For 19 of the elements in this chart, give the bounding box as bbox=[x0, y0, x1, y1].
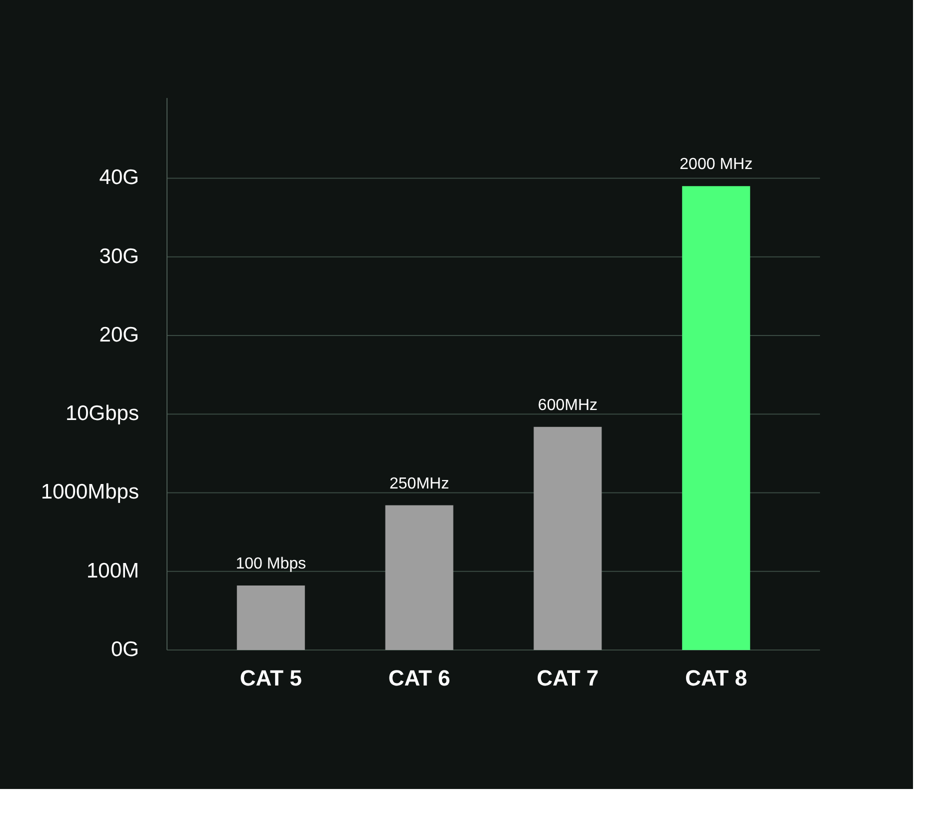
bar bbox=[236, 586, 305, 650]
x-tick-label: CAT 7 bbox=[536, 666, 599, 690]
bar bbox=[682, 186, 750, 650]
text: 30G bbox=[99, 244, 139, 268]
annotation: 250MHz bbox=[390, 475, 450, 492]
bar bbox=[534, 426, 602, 650]
x-tick-label: CAT 8 bbox=[685, 666, 748, 690]
text: 20G bbox=[99, 324, 139, 346]
text: 0G bbox=[110, 638, 139, 661]
text: 100M bbox=[86, 559, 139, 582]
annotation: 100 Mbps bbox=[236, 556, 306, 573]
text: 10Gbps bbox=[65, 402, 139, 426]
x-tick-label: CAT 5 bbox=[240, 666, 302, 690]
annotation: 600MHz bbox=[538, 396, 598, 414]
text: 1000Mbps bbox=[40, 480, 139, 504]
annotation: 2000 MHz bbox=[680, 156, 753, 174]
x-tick-label: CAT 6 bbox=[388, 666, 450, 690]
text: 40G bbox=[99, 166, 139, 190]
bar bbox=[385, 505, 454, 650]
